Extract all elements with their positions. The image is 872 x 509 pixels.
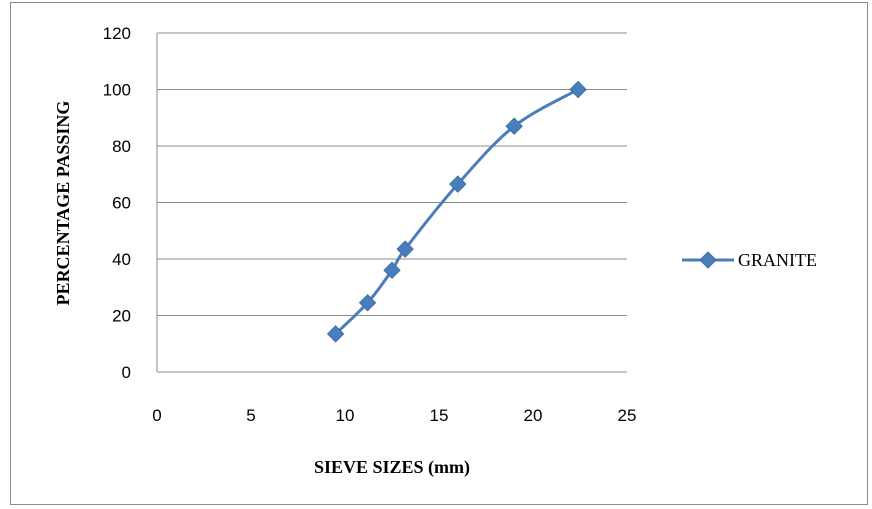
- gridlines: [157, 32, 627, 316]
- series-line-0: [334, 88, 579, 335]
- legend: GRANITE: [682, 250, 817, 270]
- x-tick-label-20: 20: [524, 406, 543, 425]
- data-point-0-1: [358, 294, 377, 312]
- y-tick-label-40: 40: [112, 250, 131, 269]
- y-tick-label-120: 120: [103, 24, 131, 43]
- data-point-0-6: [569, 80, 587, 99]
- data-point-0-4: [449, 175, 467, 193]
- y-axis-title: PERCENTAGE PASSING: [53, 101, 73, 306]
- y-tick-label-60: 60: [112, 194, 131, 213]
- x-tick-label-0: 0: [152, 406, 161, 425]
- chart-frame: [10, 2, 868, 505]
- data-point-0-3: [396, 240, 414, 258]
- x-tick-label-25: 25: [618, 406, 637, 425]
- data-point-0-2: [383, 261, 401, 280]
- legend-label-granite: GRANITE: [738, 250, 817, 270]
- x-tick-label-5: 5: [246, 406, 255, 425]
- y-tick-labels: 0 20 40 60 80 100 120: [103, 24, 131, 382]
- x-tick-label-15: 15: [430, 406, 449, 425]
- data-point-0-5: [505, 117, 523, 135]
- x-axis-title: SIEVE SIZES (mm): [314, 457, 470, 478]
- series-layer: [326, 80, 587, 343]
- x-tick-labels: 0 5 10 15 20 25: [152, 406, 636, 425]
- y-tick-label-80: 80: [112, 137, 131, 156]
- y-tick-label-0: 0: [122, 363, 131, 382]
- y-tick-label-100: 100: [103, 81, 131, 100]
- y-tick-label-20: 20: [112, 307, 131, 326]
- axes: [156, 33, 627, 373]
- data-point-0-0: [326, 325, 345, 343]
- x-tick-label-10: 10: [336, 406, 355, 425]
- legend-marker-diamond: [699, 251, 717, 269]
